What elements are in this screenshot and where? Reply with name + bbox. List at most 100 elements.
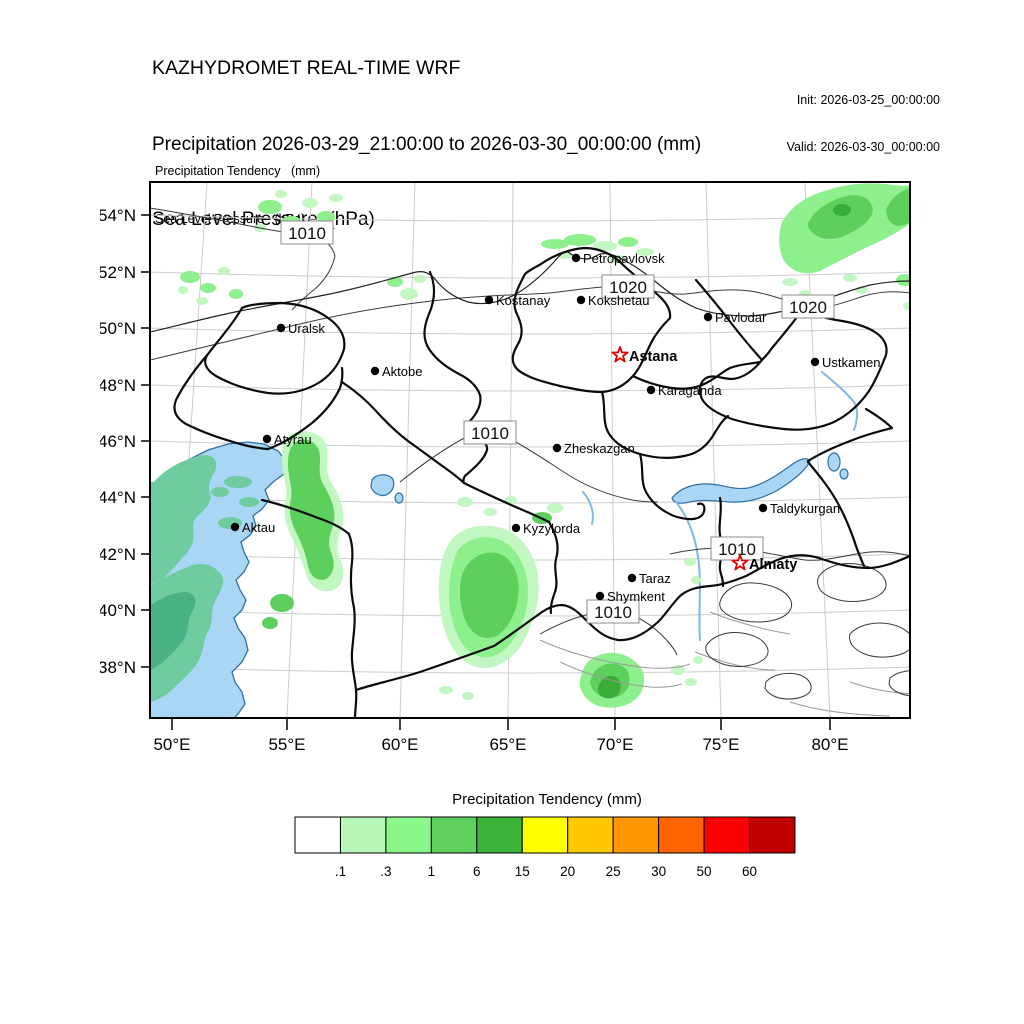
city-marker: Taraz	[627, 571, 671, 586]
city-label: Taldykurgan	[770, 501, 840, 516]
city-label: Ustkamen	[822, 355, 881, 370]
city-marker: Taldykurgan	[758, 501, 840, 516]
legend: Precipitation Tendency (mm) .1 .3 1 6 15…	[294, 791, 796, 879]
init-timestamp: Init: 2026-03-25_00:00:00	[796, 93, 940, 108]
legend-cell	[703, 816, 750, 854]
weather-map: 1010 1020 1020 1010 1010	[100, 181, 911, 754]
terrain-lines	[539, 611, 910, 717]
city-marker: Kyzylorda	[511, 521, 581, 536]
svg-text:1020: 1020	[789, 298, 827, 317]
legend-cell	[476, 816, 523, 854]
river	[821, 371, 858, 431]
city-label: Uralsk	[288, 321, 325, 336]
city-markers: Petropavlovsk Kostanay Kokshetau Pavloda…	[230, 251, 881, 604]
lon-axis-label: 75°E	[702, 735, 739, 754]
city-label: Taraz	[639, 571, 671, 586]
legend-value: 6	[473, 864, 481, 879]
city-marker: Aktau	[230, 520, 275, 535]
legend-title: Precipitation Tendency (mm)	[452, 791, 642, 808]
lat-axis-label: 50°N	[100, 319, 136, 338]
legend-values: .1 .3 1 6 15 20 25 30 50 60	[335, 864, 757, 879]
isobar-label: 1010	[280, 220, 334, 245]
lat-axis-label: 52°N	[100, 263, 136, 282]
lon-axis-label: 65°E	[489, 735, 526, 754]
svg-text:1010: 1010	[471, 424, 509, 443]
city-marker: Karaganda	[646, 383, 722, 398]
capital-marker: Almaty	[731, 554, 797, 573]
isobar-label: 1020	[601, 274, 655, 299]
svg-text:1020: 1020	[609, 278, 647, 297]
river	[582, 491, 594, 525]
run-times: Init: 2026-03-25_00:00:00 Valid: 2026-03…	[700, 62, 940, 187]
city-marker: Shymkent	[595, 589, 665, 604]
aral-sea	[370, 474, 395, 497]
legend-value: 30	[651, 864, 666, 879]
lon-axis-label: 80°E	[811, 735, 848, 754]
city-label: Karaganda	[658, 383, 722, 398]
svg-text:1010: 1010	[718, 540, 756, 559]
city-marker: Zheskazgan	[552, 441, 635, 456]
legend-cell	[749, 816, 796, 854]
city-marker: Ustkamen	[810, 355, 881, 370]
lake-balkhash	[671, 458, 811, 504]
city-marker: Atyrau	[262, 432, 312, 447]
page-title: KAZHYDROMET REAL-TIME WRF	[152, 57, 461, 80]
legend-cell	[567, 816, 614, 854]
city-marker: Kokshetau	[576, 293, 649, 308]
oblast-borders	[173, 246, 910, 718]
isobar-label: 1020	[781, 294, 835, 319]
legend-value: .3	[380, 864, 391, 879]
isobar-label: 1010	[463, 420, 517, 445]
lat-axis-label: 44°N	[100, 488, 136, 507]
capital-label: Astana	[629, 349, 678, 365]
isobar-label: 1010	[586, 599, 640, 624]
lat-axis-label: 46°N	[100, 432, 136, 451]
small-lake	[839, 468, 849, 480]
city-label: Petropavlovsk	[583, 251, 665, 266]
lon-axis-label: 70°E	[596, 735, 633, 754]
legend-cell	[521, 816, 569, 854]
city-label: Aktobe	[382, 364, 422, 379]
legend-value: 1	[428, 864, 436, 879]
small-lake	[394, 492, 404, 504]
map-frame	[149, 181, 911, 719]
lat-axis-label: 42°N	[100, 545, 136, 564]
lat-axis-label: 40°N	[100, 601, 136, 620]
lon-axis-label: 60°E	[381, 735, 418, 754]
lat-axis-label: 54°N	[100, 206, 136, 225]
legend-value: 20	[560, 864, 575, 879]
city-marker: Aktobe	[370, 364, 422, 379]
legend-value: 50	[697, 864, 712, 879]
city-marker: Kostanay	[484, 293, 551, 308]
city-label: Kostanay	[496, 293, 551, 308]
lat-axis-label: 48°N	[100, 376, 136, 395]
legend-cell	[658, 816, 705, 854]
capital-star-icon	[611, 346, 629, 363]
legend-value: 15	[515, 864, 530, 879]
lat-axis: 54°N 52°N 50°N 48°N 46°N 44°N 42°N 40°N …	[100, 206, 150, 677]
legend-value: 60	[742, 864, 757, 879]
city-marker: Petropavlovsk	[571, 251, 665, 266]
graticule	[150, 182, 910, 718]
legend-value: .1	[335, 864, 346, 879]
city-label: Kokshetau	[588, 293, 649, 308]
svg-text:1010: 1010	[594, 603, 632, 622]
legend-cell	[339, 816, 387, 854]
lon-axis-label: 55°E	[268, 735, 305, 754]
river	[675, 501, 701, 641]
legend-cell	[430, 816, 478, 854]
legend-cell	[294, 816, 341, 854]
capital-marker: Astana	[611, 346, 678, 365]
lon-axis-label: 50°E	[153, 735, 190, 754]
city-label: Kyzylorda	[523, 521, 581, 536]
chart-header: KAZHYDROMET REAL-TIME WRF Precipitation …	[152, 6, 701, 283]
isobar-label: 1010	[710, 536, 764, 561]
capital-label: Almaty	[749, 557, 797, 573]
svg-text:1010: 1010	[288, 224, 326, 243]
legend-value: 25	[606, 864, 621, 879]
capital-star-icon	[731, 554, 749, 571]
legend-cell	[612, 816, 660, 854]
city-label: Pavlodar	[715, 310, 767, 325]
lon-axis: 50°E 55°E 60°E 65°E 70°E 75°E 80°E	[153, 718, 849, 754]
